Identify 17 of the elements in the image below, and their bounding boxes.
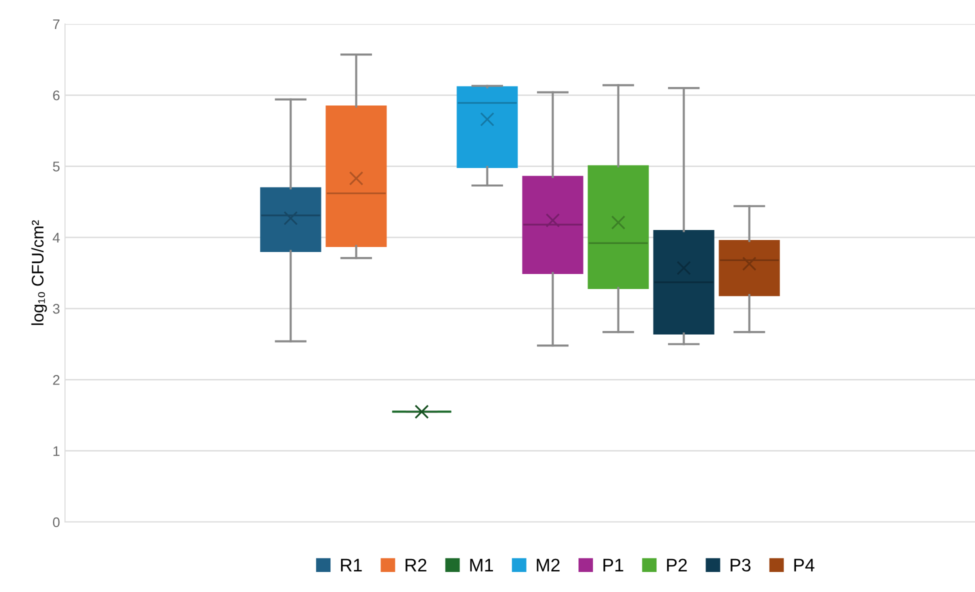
legend-label: M2	[536, 558, 560, 572]
legend-label: P2	[667, 558, 687, 572]
y-axis-title: log₁₀ CFU/cm²	[31, 220, 47, 325]
y-tick-label: 0	[52, 517, 60, 528]
y-tick-label: 6	[53, 90, 60, 100]
y-tick-label: 4	[52, 232, 60, 242]
legend-label: P3	[730, 558, 751, 572]
legend-label: M1	[470, 558, 493, 572]
legend-label: R1	[341, 558, 362, 572]
legend-label: P1	[603, 558, 624, 572]
legend-label: P4	[794, 558, 814, 572]
y-tick-label: 5	[52, 162, 60, 172]
y-tick-label: 1	[53, 446, 60, 456]
y-tick-label: 3	[52, 304, 60, 314]
y-tick-label: 2	[53, 375, 60, 385]
y-tick-label: 7	[53, 19, 60, 30]
legend-label: R2	[406, 558, 426, 572]
